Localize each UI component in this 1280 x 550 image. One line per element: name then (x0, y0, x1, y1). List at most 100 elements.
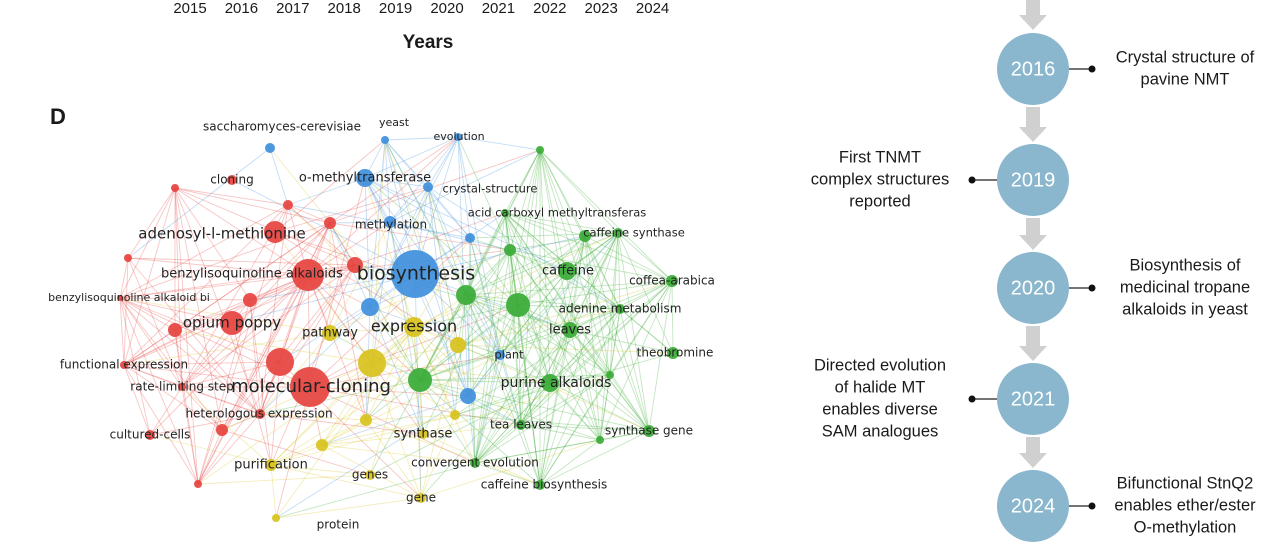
node (456, 285, 476, 305)
edge (275, 497, 422, 519)
node (243, 293, 257, 307)
edge (123, 299, 251, 366)
edge (364, 177, 415, 328)
edge (119, 297, 176, 331)
edge (467, 304, 519, 397)
node-label: synthase gene (605, 424, 693, 438)
edge (504, 212, 519, 306)
node (579, 230, 591, 242)
edge (509, 232, 619, 251)
edge (123, 364, 199, 485)
edge (123, 364, 311, 388)
edge (231, 273, 416, 324)
edge (520, 308, 621, 426)
node (423, 182, 433, 192)
edge (465, 294, 601, 441)
edge (504, 212, 601, 441)
edge (329, 222, 367, 421)
edge (469, 232, 619, 239)
node (450, 410, 460, 420)
arrow-shaft (1026, 0, 1040, 16)
edge (457, 136, 469, 397)
edge (422, 433, 541, 486)
edge (469, 237, 501, 356)
edge (457, 280, 673, 346)
edge (469, 237, 568, 272)
node-label: tea leaves (490, 418, 552, 432)
edge (119, 297, 199, 485)
edge (149, 413, 261, 436)
edge (364, 177, 429, 188)
edge (422, 249, 511, 435)
node (227, 175, 237, 185)
edge (584, 235, 611, 376)
arrow-shaft (1026, 218, 1040, 236)
node-label: adenosyl-l-methionine (138, 225, 305, 243)
edge (123, 257, 129, 366)
node-label: o-methyltransferase (299, 171, 431, 186)
edge (457, 136, 541, 151)
edge (119, 222, 331, 299)
edge (566, 232, 619, 272)
edge (419, 379, 541, 486)
edge (275, 462, 476, 519)
edge (307, 136, 459, 276)
edge (422, 374, 611, 435)
edge (539, 149, 619, 234)
edge (259, 379, 421, 415)
edge (197, 429, 223, 485)
node (613, 228, 623, 238)
node (347, 257, 363, 273)
edge (474, 382, 551, 464)
edge (307, 274, 421, 381)
node (418, 429, 428, 439)
node-label: plant (494, 348, 524, 362)
node (541, 374, 559, 392)
edge (509, 249, 571, 331)
edge (504, 212, 621, 310)
edge (569, 329, 601, 441)
edge (365, 419, 422, 499)
node (283, 200, 293, 210)
edge (127, 257, 309, 276)
node (171, 184, 179, 192)
edge (259, 332, 331, 415)
axis-label: Years (403, 32, 454, 53)
edge (520, 374, 611, 426)
edge (174, 274, 309, 331)
event-text: enables diverse (822, 400, 938, 418)
edge (517, 304, 551, 384)
edge (274, 139, 386, 233)
edge (465, 232, 619, 296)
edge (174, 187, 183, 388)
edge (307, 221, 391, 276)
edge (465, 149, 541, 296)
edge (549, 308, 621, 384)
edge (504, 149, 541, 214)
node (356, 169, 374, 187)
edge (427, 186, 471, 239)
edge (123, 187, 176, 366)
edge (419, 280, 673, 381)
edge (504, 212, 619, 234)
arrow-head (1019, 235, 1047, 250)
edge (509, 249, 541, 486)
edge (371, 362, 551, 384)
edge (474, 304, 519, 464)
edge (504, 212, 673, 282)
node (360, 414, 372, 426)
node-label: functional expression (60, 358, 188, 372)
edge (413, 326, 476, 464)
edge (127, 147, 271, 259)
node (416, 493, 426, 503)
edge (584, 235, 673, 282)
edge (539, 149, 551, 384)
node (264, 221, 286, 243)
edge (465, 294, 476, 464)
edge (389, 221, 511, 251)
edge (454, 352, 674, 416)
edge (413, 326, 469, 397)
edge (509, 249, 551, 384)
edge (369, 306, 501, 356)
edge (231, 322, 272, 466)
